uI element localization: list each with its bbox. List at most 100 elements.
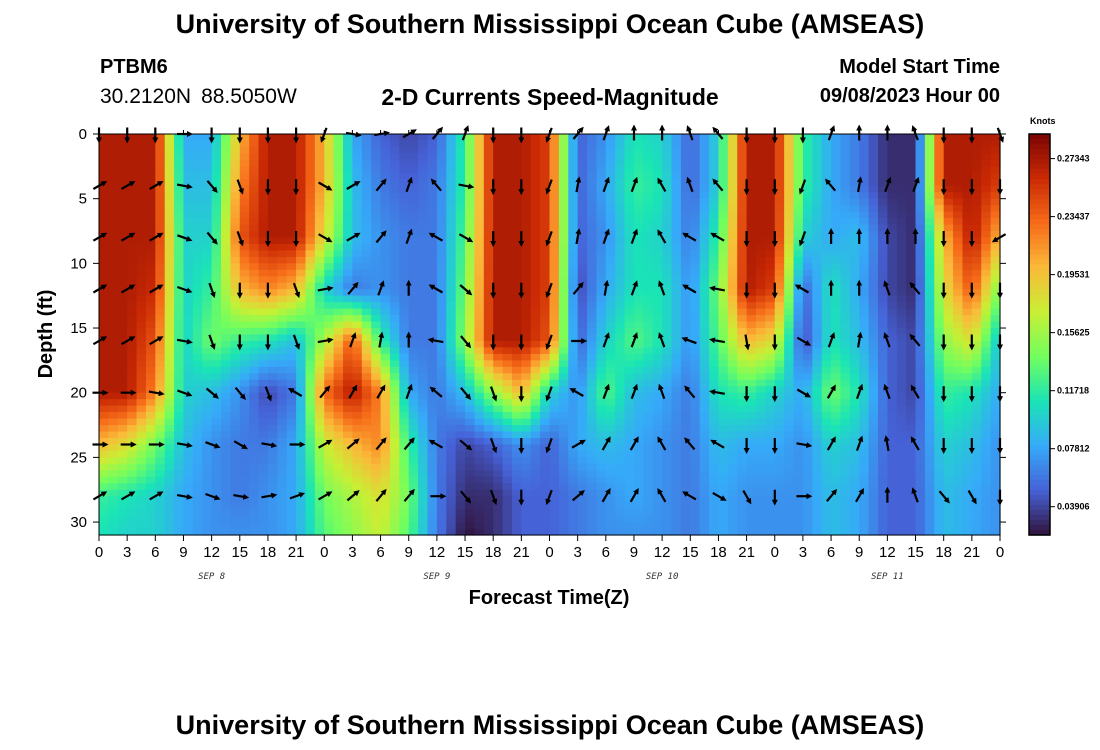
heatmap-cell [502,134,513,142]
heatmap-cell [521,340,532,349]
heatmap-cell [558,418,569,426]
heatmap-cell [774,463,785,471]
heatmap-cell [587,263,598,271]
heatmap-cell [737,340,748,349]
heatmap-cell [727,224,738,232]
heatmap-cell [934,308,945,316]
heatmap-cell [849,146,860,155]
heatmap-cell [615,457,626,465]
heatmap-cell [239,321,250,329]
heatmap-cell [286,340,297,349]
heatmap-cell [746,463,757,471]
heatmap-cell [774,134,785,142]
heatmap-cell [211,250,222,258]
heatmap-cell [671,153,682,161]
heatmap-cell [380,192,391,200]
heatmap-cell [793,218,804,226]
heatmap-cell [962,399,973,407]
heatmap-cell [953,366,964,374]
heatmap-cell [465,463,476,471]
heatmap-cell [840,321,851,329]
heatmap-cell [765,405,776,413]
heatmap-cell [202,399,213,407]
heatmap-cell [934,166,945,174]
heatmap-cell [239,282,250,290]
heatmap-cell [211,166,222,174]
heatmap-cell [465,315,476,323]
heatmap-cell [784,347,795,355]
heatmap-cell [690,386,701,394]
heatmap-cell [784,146,795,155]
heatmap-cell [943,353,954,361]
heatmap-cell [765,444,776,452]
heatmap-cell [239,373,250,381]
heatmap-cell [727,463,738,471]
heatmap-cell [389,276,400,284]
heatmap-cell [324,315,335,323]
heatmap-cell [802,295,813,303]
heatmap-cell [587,276,598,284]
heatmap-cell [371,243,382,252]
heatmap-cell [896,295,907,303]
heatmap-cell [136,256,147,264]
heatmap-cell [821,334,832,342]
heatmap-cell [624,289,635,297]
heatmap-cell [587,444,598,452]
heatmap-cell [587,399,598,407]
heatmap-cell [521,334,532,342]
heatmap-cell [127,198,138,206]
heatmap-cell [746,308,757,316]
heatmap-cell [418,353,429,361]
heatmap-cell [699,302,710,310]
heatmap-cell [868,340,879,349]
heatmap-cell [108,269,119,277]
heatmap-cell [906,431,917,439]
heatmap-cell [737,140,748,148]
heatmap-cell [239,146,250,155]
heatmap-cell [727,256,738,264]
heatmap-cell [267,347,278,355]
heatmap-cell [418,224,429,232]
heatmap-cell [380,276,391,284]
heatmap-cell [746,243,757,252]
heatmap-cell [709,450,720,458]
heatmap-cell [230,334,241,342]
heatmap-cell [558,237,569,245]
heatmap-cell [784,334,795,342]
heatmap-cell [324,276,335,284]
heatmap-cell [802,179,813,187]
heatmap-cell [812,412,823,420]
heatmap-cell [765,347,776,355]
heatmap-cell [455,263,466,271]
heatmap-cell [164,308,175,316]
heatmap-cell [155,399,166,407]
heatmap-cell [202,444,213,452]
heatmap-cell [108,379,119,387]
heatmap-cell [174,153,185,161]
heatmap-cell [399,269,410,277]
heatmap-cell [746,140,757,148]
heatmap-cell [427,250,438,258]
heatmap-cell [502,211,513,219]
heatmap-cell [680,425,691,433]
heatmap-cell [906,405,917,413]
heatmap-cell [211,386,222,394]
heatmap-cell [821,159,832,167]
heatmap-cell [943,360,954,368]
heatmap-cell [474,463,485,471]
heatmap-cell [662,289,673,297]
heatmap-cell [164,140,175,148]
heatmap-cell [267,392,278,400]
heatmap-cell [718,205,729,213]
heatmap-cell [183,457,194,465]
heatmap-cell [530,431,541,439]
heatmap-cell [474,347,485,355]
heatmap-cell [502,205,513,213]
heatmap-cell [493,205,504,213]
heatmap-cell [643,463,654,471]
heatmap-cell [709,218,720,226]
heatmap-cell [211,373,222,381]
heatmap-cell [699,166,710,174]
heatmap-cell [286,289,297,297]
heatmap-cell [784,444,795,452]
